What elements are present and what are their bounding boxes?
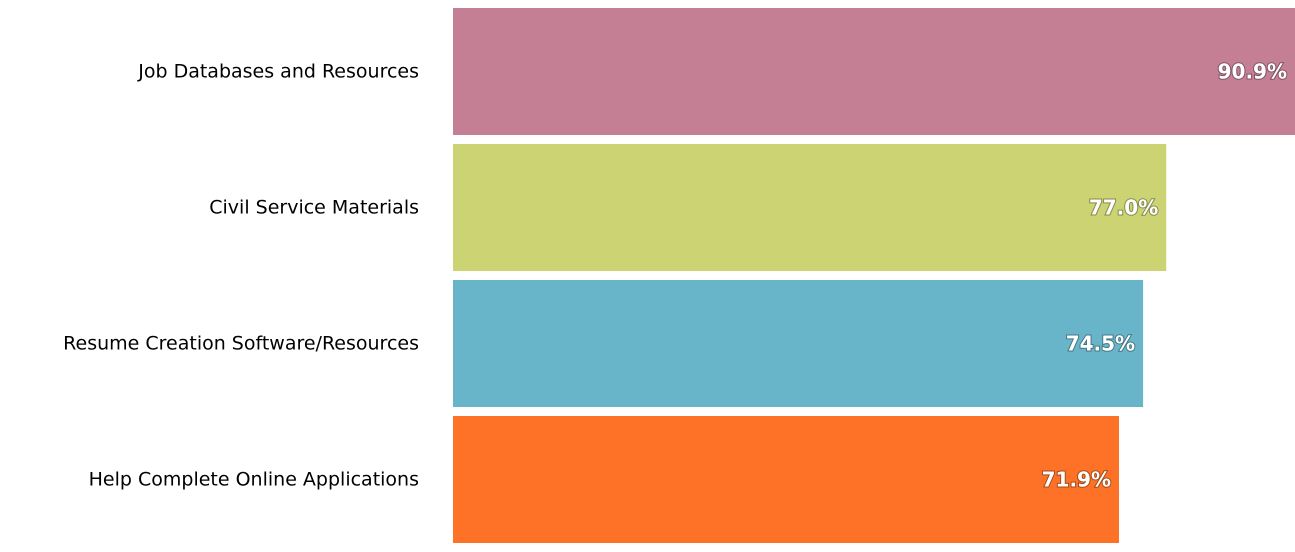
- category-label: Civil Service Materials: [209, 197, 419, 219]
- value-label: 77.0%: [1089, 196, 1158, 220]
- bar-1: [453, 8, 1295, 135]
- value-label: 74.5%: [1066, 332, 1135, 356]
- bar-4: [453, 416, 1120, 543]
- category-label: Help Complete Online Applications: [89, 469, 419, 491]
- bar-2: [453, 144, 1167, 271]
- category-label: Resume Creation Software/Resources: [63, 333, 419, 355]
- bar-3: [453, 280, 1144, 407]
- value-label: 71.9%: [1042, 468, 1111, 492]
- value-label: 90.9%: [1218, 60, 1287, 84]
- category-label: Job Databases and Resources: [137, 61, 419, 83]
